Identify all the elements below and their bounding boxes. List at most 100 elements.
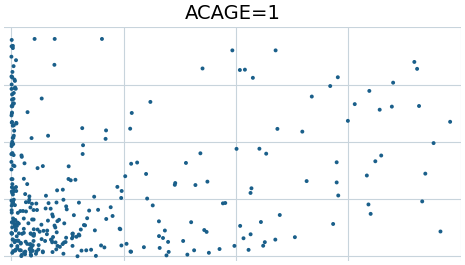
Point [18,253,26,257]
Point [29,233,37,237]
Point [39,250,46,254]
Point [127,250,135,254]
Point [334,75,341,80]
Point [121,174,129,178]
Point [79,126,86,130]
Point [8,232,15,236]
Point [91,195,98,199]
Point [8,225,16,229]
Point [216,247,223,251]
Point [413,67,421,71]
Point [8,121,15,125]
Point [9,163,17,167]
Point [48,240,56,244]
Point [22,200,30,204]
Point [53,219,61,223]
Point [219,201,226,205]
Point [184,253,191,257]
Point [10,219,18,223]
Point [107,205,114,209]
Point [10,135,17,140]
Point [35,243,42,247]
Point [9,216,17,220]
Point [21,252,29,256]
Point [38,96,46,101]
Point [9,192,17,197]
Point [240,236,247,240]
Point [69,231,77,236]
Point [261,240,268,244]
Point [55,218,63,222]
Point [8,120,16,124]
Point [8,208,15,212]
Point [34,227,41,232]
Point [27,248,34,252]
Point [197,151,204,156]
Point [418,199,426,204]
Point [12,58,20,62]
Point [161,228,169,233]
Point [26,247,33,251]
Point [30,232,38,236]
Point [12,185,20,189]
Point [78,249,85,253]
Point [27,232,34,236]
Point [257,220,265,224]
Point [8,38,15,42]
Point [9,220,16,225]
Point [204,179,211,184]
Point [308,94,316,99]
Point [274,127,281,131]
Point [53,200,60,205]
Point [26,247,33,251]
Point [35,247,42,251]
Point [102,137,109,141]
Point [12,228,20,233]
Point [200,228,208,232]
Point [92,254,100,258]
Point [8,160,15,164]
Point [65,164,73,169]
Point [8,75,16,80]
Point [329,222,337,226]
Point [11,79,19,83]
Point [60,198,67,202]
Point [9,46,17,50]
Point [26,198,33,202]
Point [109,214,116,218]
Point [8,198,15,203]
Point [24,110,31,114]
Point [12,248,19,252]
Point [8,204,15,208]
Point [53,188,61,192]
Point [9,199,16,203]
Point [12,218,19,222]
Point [27,205,34,210]
Point [33,208,41,212]
Point [10,97,17,101]
Point [7,152,15,156]
Point [231,244,238,248]
Point [13,246,21,250]
Point [87,248,95,252]
Point [247,191,254,195]
Point [10,101,18,105]
Point [18,254,25,258]
Point [10,129,18,133]
Point [372,159,379,164]
Point [9,101,17,105]
Point [389,81,397,85]
Point [62,204,70,209]
Point [14,221,21,225]
Point [51,63,58,67]
Point [10,91,18,95]
Point [26,194,33,198]
Point [118,189,126,193]
Point [11,86,19,90]
Point [10,197,18,202]
Point [9,200,17,204]
Point [13,220,21,224]
Point [276,213,284,217]
Point [75,201,83,205]
Point [24,182,31,186]
